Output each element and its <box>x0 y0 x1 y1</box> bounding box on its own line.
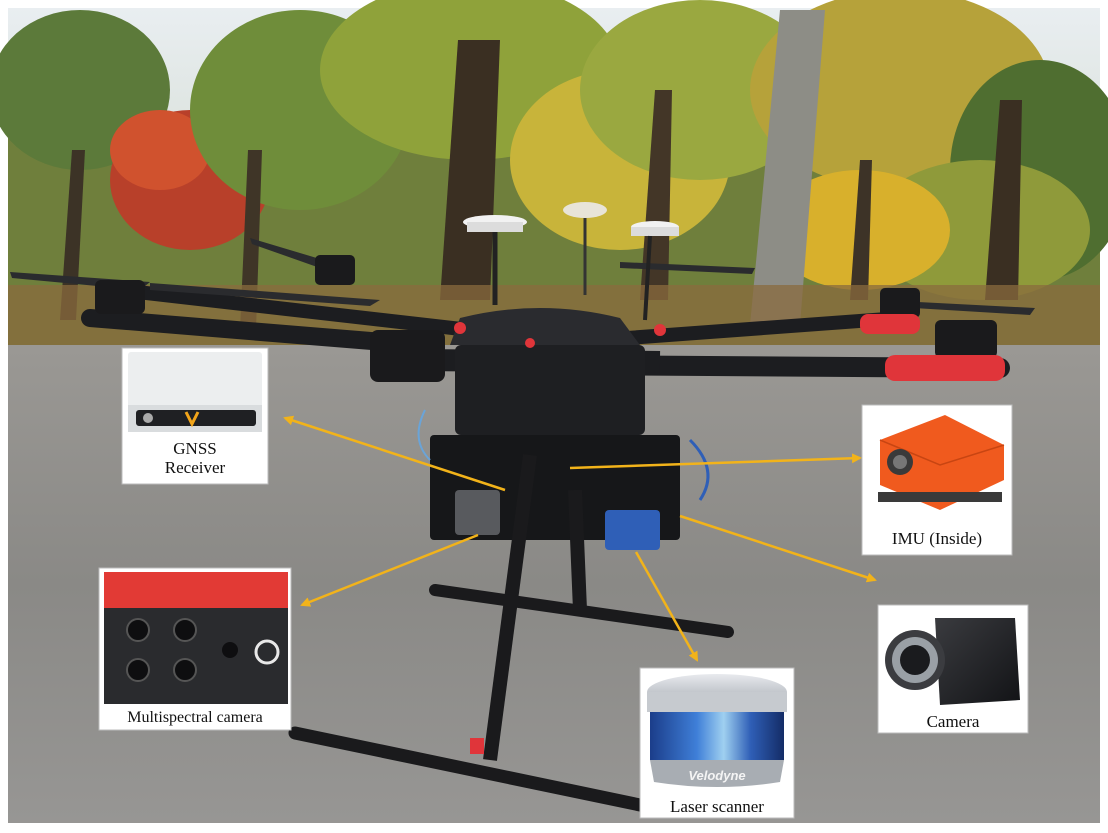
callout-arrows <box>283 415 877 662</box>
imu-inset <box>861 404 1013 556</box>
arrow-to-gnss <box>283 415 506 492</box>
arrow-to-imu <box>569 453 862 470</box>
lidar-brand-logo: Velodyne <box>688 768 746 783</box>
forest-background <box>0 0 1108 350</box>
camera-label: Camera <box>926 712 980 731</box>
gnss-receiver-label: GNSS Receiver <box>164 439 226 477</box>
arrow-to-multispectral <box>300 533 479 607</box>
multispectral-camera-label: Multispectral camera <box>127 709 263 726</box>
camera-inset <box>877 604 1029 734</box>
arrow-to-lidar <box>634 551 699 662</box>
multispectral-camera-inset <box>98 567 292 731</box>
laser-scanner-label: Laser scanner <box>670 797 764 816</box>
arrow-to-camera <box>679 514 877 583</box>
imu-label: IMU (Inside) <box>891 529 983 548</box>
gnss-receiver-inset <box>121 347 269 485</box>
hexacopter-drone <box>10 202 1035 812</box>
laser-scanner-inset <box>639 667 795 819</box>
